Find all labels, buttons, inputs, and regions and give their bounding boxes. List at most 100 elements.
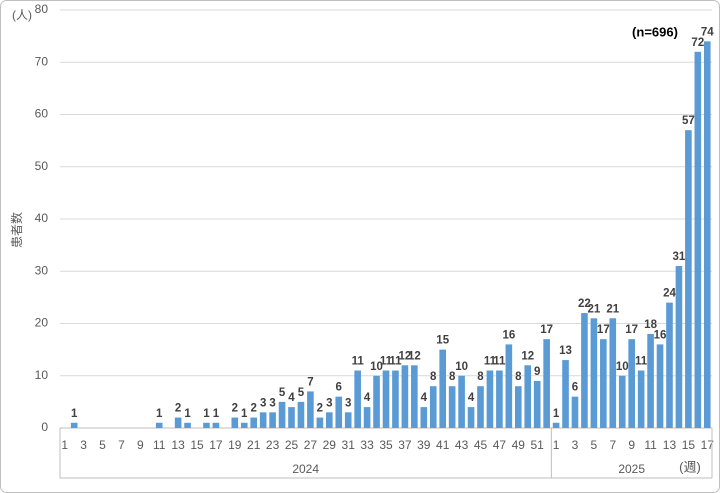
bar — [571, 396, 579, 428]
x-tick-label: 11 — [153, 438, 166, 452]
bar — [203, 422, 210, 428]
bar — [562, 360, 569, 428]
y-tick-label: 70 — [35, 54, 49, 68]
y-tick-label: 10 — [35, 368, 49, 382]
value-label: 72 — [691, 37, 704, 49]
x-tick-label: 7 — [118, 438, 125, 452]
x-tick-label: 13 — [171, 438, 185, 452]
x-tick-label: 3 — [80, 438, 87, 452]
value-label: 22 — [578, 298, 591, 310]
value-label: 21 — [587, 303, 600, 315]
x-tick-label: 7 — [609, 438, 616, 452]
bar — [685, 130, 692, 429]
bar — [514, 386, 522, 428]
x-tick-label: 5 — [591, 438, 598, 452]
bar — [609, 318, 617, 428]
group-label: 2025 — [618, 462, 645, 476]
y-tick-label: 30 — [35, 263, 49, 277]
bar — [288, 407, 295, 428]
x-tick-label: 9 — [137, 438, 144, 452]
bar — [259, 412, 267, 428]
y-tick-label: 20 — [35, 316, 49, 330]
bar — [335, 396, 343, 428]
value-label: 57 — [682, 115, 695, 127]
bar — [694, 51, 702, 429]
x-tick-label: 25 — [285, 438, 299, 452]
x-tick-label: 23 — [266, 438, 280, 452]
bar — [401, 365, 409, 428]
bar — [278, 401, 286, 428]
value-label: 11 — [389, 356, 402, 368]
bar — [656, 344, 664, 428]
value-label: 17 — [625, 324, 638, 336]
bar — [448, 386, 456, 428]
value-label: 11 — [352, 356, 365, 368]
value-label: 3 — [260, 397, 266, 409]
x-tick-label: 13 — [663, 438, 677, 452]
bar — [524, 365, 532, 428]
value-label: 5 — [279, 387, 286, 399]
bar — [420, 407, 428, 428]
bar — [467, 407, 475, 428]
bar — [429, 386, 437, 428]
x-tick-label: 21 — [247, 438, 261, 452]
x-tick-label: 35 — [379, 438, 393, 452]
value-label: 8 — [430, 371, 437, 383]
y-tick-label: 50 — [35, 159, 49, 173]
value-label: 12 — [408, 350, 421, 362]
bar — [581, 313, 588, 428]
bar — [439, 349, 447, 428]
value-label: 4 — [364, 392, 371, 404]
bar — [344, 412, 352, 428]
y-tick-label: 0 — [41, 420, 48, 434]
value-label: 4 — [288, 392, 295, 404]
value-label: 1 — [71, 408, 78, 420]
x-tick-label: 37 — [398, 438, 412, 452]
value-label: 2 — [232, 403, 238, 415]
bar — [297, 401, 305, 428]
bar — [543, 339, 550, 428]
value-label: 1 — [553, 408, 560, 420]
y-tick-label: 80 — [35, 2, 49, 16]
y-unit: (人) — [12, 8, 32, 22]
x-tick-label: 29 — [323, 438, 337, 452]
bar — [382, 370, 390, 428]
bar — [675, 266, 683, 428]
bar — [269, 412, 276, 428]
bar — [590, 318, 598, 428]
value-label: 10 — [370, 361, 383, 373]
value-label: 6 — [572, 382, 578, 394]
value-label: 17 — [540, 324, 553, 336]
value-label: 15 — [436, 335, 449, 347]
bar — [392, 370, 399, 428]
value-label: 24 — [663, 288, 676, 300]
x-tick-label: 33 — [360, 438, 374, 452]
value-label: 11 — [635, 356, 648, 368]
value-label: 4 — [468, 392, 475, 404]
y-tick-label: 40 — [35, 211, 49, 225]
value-label: 12 — [521, 350, 534, 362]
bar — [477, 386, 484, 428]
x-tick-label: 31 — [342, 438, 356, 452]
x-tick-label: 41 — [436, 438, 450, 452]
value-label: 3 — [269, 397, 275, 409]
bar — [70, 422, 78, 428]
x-tick-label: 27 — [304, 438, 318, 452]
bar — [373, 375, 380, 428]
x-tick-label: 15 — [190, 438, 204, 452]
annotation: (n=696) — [632, 24, 678, 39]
value-label: 8 — [515, 371, 522, 383]
value-label: 21 — [606, 303, 619, 315]
bar — [174, 417, 182, 428]
value-label: 9 — [534, 366, 540, 378]
value-label: 17 — [597, 324, 610, 336]
bar — [363, 407, 371, 428]
y-tick-label: 60 — [35, 107, 49, 121]
bar — [496, 370, 503, 428]
value-label: 31 — [673, 251, 686, 263]
x-tick-label: 51 — [531, 438, 545, 452]
bar — [307, 391, 314, 428]
value-label: 3 — [326, 397, 332, 409]
value-label: 8 — [477, 371, 484, 383]
x-unit: (週) — [679, 459, 701, 474]
